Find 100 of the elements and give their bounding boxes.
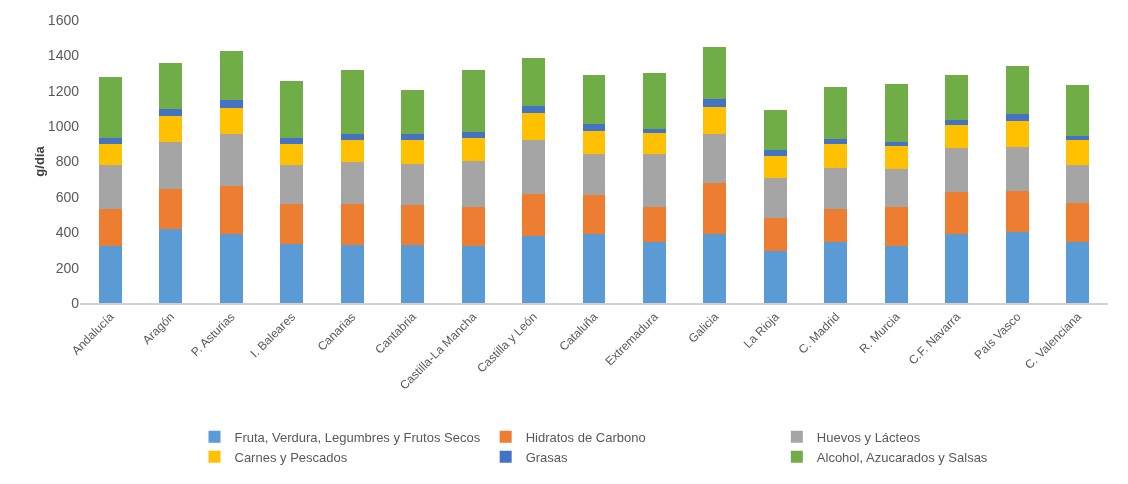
bar (340, 140, 364, 162)
bar (340, 203, 364, 245)
bar (98, 143, 122, 166)
bar (642, 241, 666, 303)
bar (703, 98, 727, 107)
bar (642, 154, 666, 207)
bar (582, 195, 606, 235)
bar (98, 137, 122, 144)
bar (461, 207, 485, 247)
bar (824, 143, 848, 168)
bar (582, 154, 606, 196)
bar (1066, 135, 1090, 141)
bar (98, 209, 122, 247)
bar (522, 140, 546, 195)
bar (159, 188, 183, 229)
bar (945, 119, 969, 126)
bar (703, 234, 727, 303)
bar (219, 186, 243, 235)
bar (461, 132, 485, 138)
bar (884, 245, 908, 303)
bar (945, 234, 969, 303)
bar (1066, 203, 1090, 242)
bar (461, 137, 485, 161)
bar (219, 234, 243, 303)
y-tick-label: 0 (71, 294, 80, 311)
bar (945, 125, 969, 149)
bar (159, 63, 183, 110)
bar (401, 204, 425, 245)
bar (1066, 140, 1090, 166)
legend-label: Huevos y Lácteos (816, 429, 921, 445)
bar (582, 130, 606, 155)
bar (703, 106, 727, 135)
bar (763, 218, 787, 251)
bar (884, 168, 908, 208)
y-tick-label: 200 (55, 259, 80, 276)
bar (1005, 65, 1029, 114)
bar (522, 112, 546, 141)
bar (1066, 241, 1090, 303)
bar (763, 110, 787, 150)
bar (159, 228, 183, 303)
bar (159, 142, 183, 189)
bar (401, 164, 425, 205)
y-tick-label: 1200 (47, 82, 80, 99)
bar (642, 73, 666, 129)
bar (340, 69, 364, 135)
bar (401, 244, 425, 303)
bar (884, 142, 908, 147)
bar (582, 74, 606, 125)
bar (884, 207, 908, 246)
bar (824, 241, 848, 303)
legend-label: Grasas (525, 449, 569, 465)
legend-label: Hidratos de Carbono (525, 429, 646, 445)
bar (401, 140, 425, 165)
bar (280, 165, 304, 204)
bar (159, 109, 183, 116)
bar (1005, 232, 1029, 303)
bar (642, 206, 666, 242)
bar (884, 146, 908, 169)
bar (763, 156, 787, 179)
bar (219, 107, 243, 135)
bar (340, 134, 364, 141)
bar (522, 58, 546, 106)
y-tick-label: 1400 (47, 47, 80, 64)
bar (219, 100, 243, 108)
bar (1005, 120, 1029, 148)
bar (219, 50, 243, 101)
bar (945, 192, 969, 235)
legend-label: Fruta, Verdura, Legumbres y Frutos Secos (234, 429, 481, 445)
bar (824, 209, 848, 242)
bar (461, 246, 485, 303)
bar (280, 137, 304, 144)
y-tick-label: 1600 (47, 11, 80, 28)
bar (340, 161, 364, 204)
bar (703, 47, 727, 99)
bar (1066, 165, 1090, 204)
bar (1005, 147, 1029, 191)
bar (884, 83, 908, 143)
y-tick-label: 1000 (47, 118, 80, 135)
bar (280, 203, 304, 244)
bar (703, 182, 727, 235)
bar (703, 134, 727, 183)
bar (280, 243, 304, 303)
legend-label: Alcohol, Azucarados y Salsas (816, 449, 988, 465)
bar (98, 76, 122, 138)
bar (824, 138, 848, 144)
bar (1005, 190, 1029, 233)
bar (582, 234, 606, 303)
bar (582, 124, 606, 131)
bar (824, 167, 848, 210)
legend-label: Carnes y Pescados (234, 449, 348, 465)
bar (763, 178, 787, 219)
y-tick-label: 600 (55, 188, 80, 205)
bar (1005, 113, 1029, 121)
bar (522, 235, 546, 303)
bar (401, 89, 425, 135)
bar (945, 148, 969, 193)
bar (642, 128, 666, 134)
bar (280, 81, 304, 138)
bar (280, 143, 304, 166)
bar (98, 165, 122, 210)
